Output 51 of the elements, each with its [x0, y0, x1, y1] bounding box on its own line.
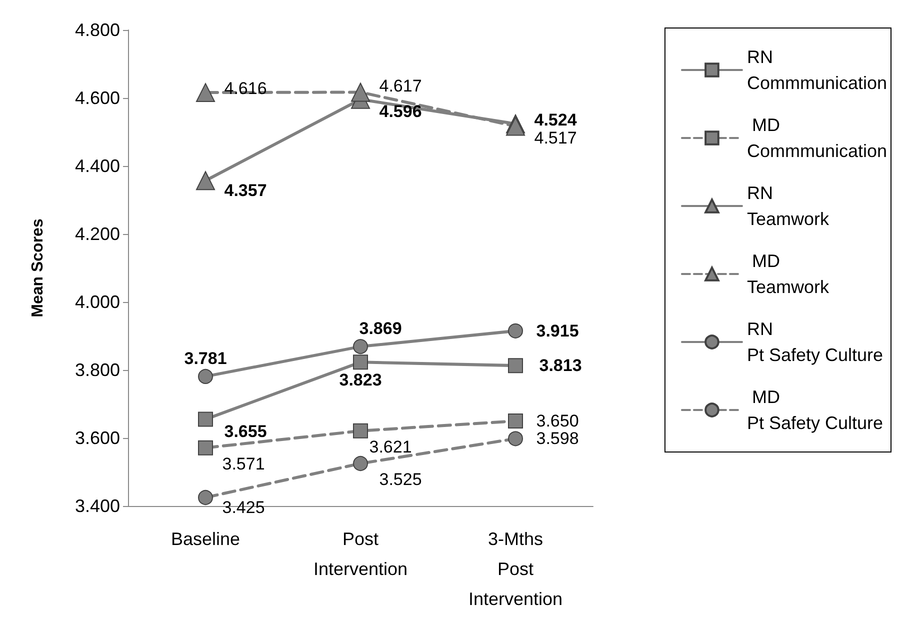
legend-label: MD Pt Safety Culture: [746, 387, 884, 433]
data-label: 3.598: [536, 429, 579, 448]
data-label: 3.823: [339, 370, 382, 390]
y-tick-label: 3.400: [74, 496, 120, 516]
x-tick-label: Post Intervention: [313, 529, 408, 579]
data-label: 3.869: [359, 319, 402, 338]
legend-label: MD Commmunication: [746, 115, 887, 161]
x-tick-label: 3-Mths Post Intervention: [468, 529, 563, 609]
data-label: 3.425: [222, 498, 265, 517]
y-tick-label: 3.800: [74, 360, 120, 380]
point: [353, 456, 368, 471]
point: [196, 171, 215, 190]
point: [196, 83, 215, 102]
y-tick-label: 4.400: [74, 156, 120, 176]
data-label: 4.596: [379, 102, 422, 121]
y-tick-label: 3.600: [74, 428, 120, 448]
point: [198, 440, 213, 456]
y-axis-title: Mean Scores: [30, 218, 46, 318]
data-label: 3.655: [224, 422, 267, 441]
data-label: 4.616: [224, 79, 267, 98]
point: [198, 368, 213, 384]
point: [198, 490, 213, 505]
point: [351, 82, 370, 102]
legend-label: RN Pt Safety Culture: [746, 319, 884, 365]
point: [508, 414, 523, 428]
data-label: 3.915: [536, 321, 579, 340]
data-label: 4.517: [534, 128, 577, 148]
data-label: 4.357: [224, 181, 267, 200]
y-tick-label: 4.000: [74, 292, 120, 312]
point: [508, 358, 523, 374]
data-label: 3.621: [369, 437, 412, 456]
data-label: 3.571: [222, 454, 265, 474]
y-tick-label: 4.800: [74, 20, 120, 40]
y-tick-label: 4.200: [74, 224, 120, 244]
point: [353, 354, 368, 370]
data-label: 3.650: [536, 412, 579, 430]
legend-label: RN Teamwork: [746, 183, 830, 229]
data-label: 4.524: [534, 110, 578, 130]
data-label: 3.781: [184, 348, 227, 368]
point: [353, 423, 368, 438]
point: [508, 323, 523, 338]
x-tick-label: Baseline: [170, 529, 240, 549]
point: [353, 339, 368, 354]
legend-label: MD Teamwork: [746, 251, 830, 297]
point: [508, 431, 523, 446]
data-label: 3.813: [539, 356, 582, 376]
data-label: 3.525: [379, 470, 422, 489]
data-label: 4.617: [379, 76, 422, 96]
y-tick-label: 4.600: [74, 88, 120, 108]
legend-label: RN Commmunication: [746, 47, 887, 93]
point: [198, 412, 213, 427]
